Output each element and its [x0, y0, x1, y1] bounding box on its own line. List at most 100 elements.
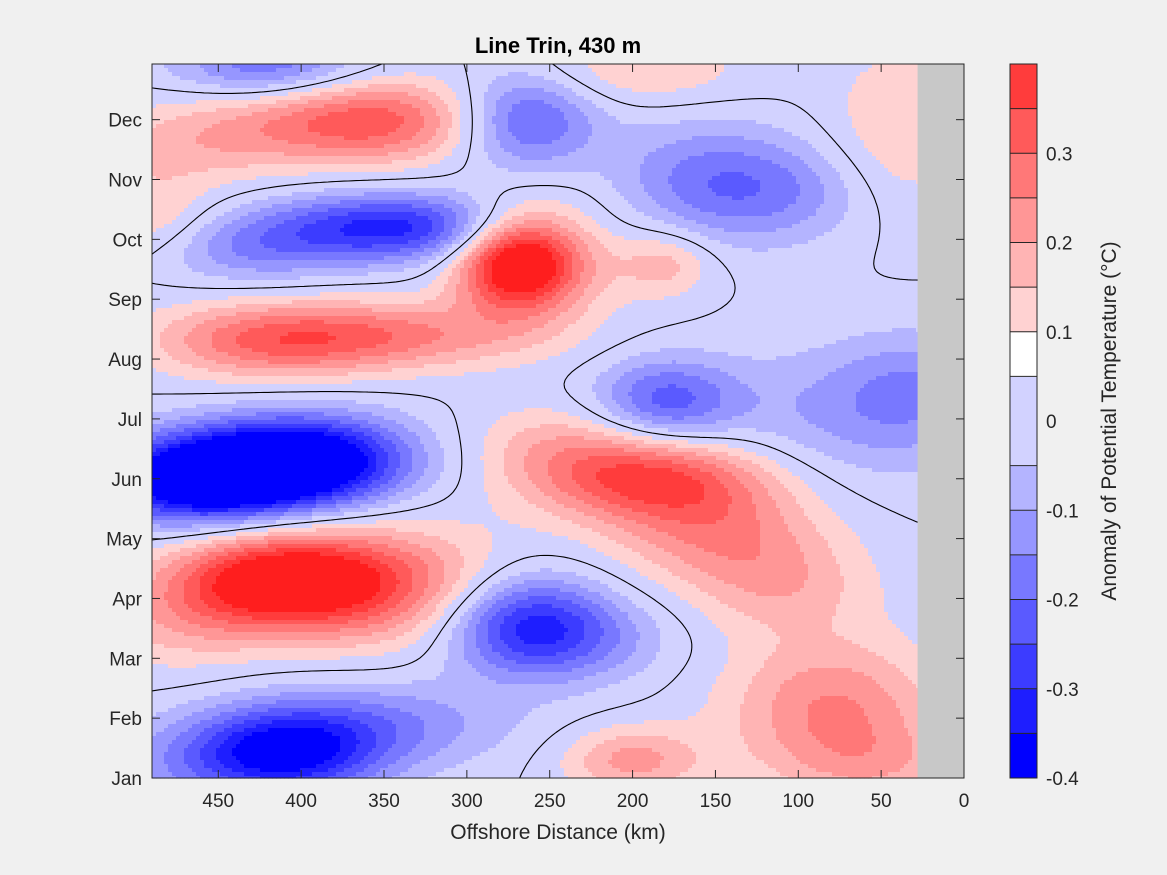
heatmap-cell	[220, 112, 225, 117]
heatmap-cell	[268, 64, 273, 69]
heatmap-cell	[664, 120, 669, 125]
heatmap-cell	[188, 128, 193, 133]
heatmap-cell	[744, 64, 749, 69]
heatmap-cell	[784, 68, 789, 73]
heatmap-cell	[276, 160, 281, 165]
heatmap-cell	[284, 96, 289, 101]
heatmap-cell	[900, 68, 905, 73]
heatmap-cell	[560, 64, 565, 69]
heatmap-cell	[476, 148, 481, 153]
heatmap-cell	[332, 64, 337, 69]
heatmap-cell	[216, 136, 221, 141]
heatmap-cell	[596, 68, 601, 73]
heatmap-cell	[692, 124, 697, 129]
heatmap-cell	[560, 128, 565, 133]
heatmap-cell	[672, 112, 677, 117]
heatmap-cell	[832, 120, 837, 125]
heatmap-cell	[628, 80, 633, 85]
heatmap-cell	[844, 160, 849, 165]
heatmap-cell	[172, 80, 177, 85]
heatmap-cell	[592, 108, 597, 113]
heatmap-cell	[200, 96, 205, 101]
heatmap-cell	[400, 128, 405, 133]
heatmap-cell	[452, 140, 457, 145]
heatmap-cell	[320, 132, 325, 137]
heatmap-cell	[508, 144, 513, 149]
heatmap-cell	[896, 72, 901, 77]
heatmap-cell	[728, 68, 733, 73]
heatmap-cell	[328, 116, 333, 121]
heatmap-cell	[592, 128, 597, 133]
heatmap-cell	[380, 140, 385, 145]
heatmap-cell	[540, 76, 545, 81]
heatmap-cell	[800, 132, 805, 137]
heatmap-cell	[888, 80, 893, 85]
heatmap-cell	[460, 164, 465, 169]
heatmap-cell	[432, 132, 437, 137]
heatmap-cell	[648, 96, 653, 101]
heatmap-cell	[312, 144, 317, 149]
heatmap-cell	[868, 68, 873, 73]
heatmap-cell	[444, 152, 449, 157]
heatmap-cell	[504, 164, 509, 169]
heatmap-cell	[224, 76, 229, 81]
heatmap-cell	[572, 104, 577, 109]
heatmap-cell	[372, 120, 377, 125]
heatmap-cell	[856, 120, 861, 125]
heatmap-cell	[484, 80, 489, 85]
heatmap-cell	[500, 80, 505, 85]
heatmap-cell	[884, 164, 889, 169]
heatmap-cell	[824, 80, 829, 85]
heatmap-cell	[292, 88, 297, 93]
heatmap-cell	[456, 132, 461, 137]
heatmap-cell	[748, 132, 753, 137]
heatmap-cell	[432, 148, 437, 153]
heatmap-cell	[740, 92, 745, 97]
heatmap-cell	[692, 88, 697, 93]
heatmap-cell	[320, 88, 325, 93]
heatmap-cell	[780, 136, 785, 141]
heatmap-cell	[276, 148, 281, 153]
heatmap-cell	[480, 132, 485, 137]
heatmap-cell	[912, 112, 917, 117]
heatmap-cell	[812, 156, 817, 161]
heatmap-cell	[528, 124, 533, 129]
heatmap-cell	[732, 104, 737, 109]
heatmap-cell	[508, 124, 513, 129]
heatmap-cell	[208, 148, 213, 153]
heatmap-cell	[184, 84, 189, 89]
heatmap-cell	[824, 140, 829, 145]
heatmap-cell	[632, 96, 637, 101]
heatmap-cell	[312, 148, 317, 153]
heatmap-cell	[356, 152, 361, 157]
heatmap-cell	[612, 160, 617, 165]
heatmap-cell	[244, 132, 249, 137]
heatmap-cell	[316, 136, 321, 141]
heatmap-cell	[588, 88, 593, 93]
heatmap-cell	[660, 124, 665, 129]
heatmap-cell	[696, 152, 701, 157]
heatmap-cell	[484, 100, 489, 105]
heatmap-cell	[900, 92, 905, 97]
heatmap-cell	[532, 76, 537, 81]
heatmap-cell	[508, 80, 513, 85]
heatmap-cell	[652, 108, 657, 113]
heatmap-cell	[488, 96, 493, 101]
heatmap-cell	[864, 116, 869, 121]
heatmap-cell	[592, 124, 597, 129]
heatmap-cell	[256, 112, 261, 117]
heatmap-cell	[696, 128, 701, 133]
heatmap-cell	[720, 76, 725, 81]
heatmap-cell	[712, 112, 717, 117]
heatmap-cell	[368, 116, 373, 121]
heatmap-cell	[596, 136, 601, 141]
heatmap-cell	[816, 128, 821, 133]
heatmap-cell	[416, 72, 421, 77]
heatmap-cell	[584, 120, 589, 125]
heatmap-cell	[392, 108, 397, 113]
heatmap-cell	[608, 68, 613, 73]
heatmap-cell	[872, 68, 877, 73]
heatmap-cell	[492, 64, 497, 69]
heatmap-cell	[736, 160, 741, 165]
heatmap-cell	[728, 160, 733, 165]
